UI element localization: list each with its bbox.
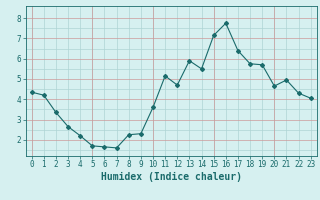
X-axis label: Humidex (Indice chaleur): Humidex (Indice chaleur) bbox=[101, 172, 242, 182]
